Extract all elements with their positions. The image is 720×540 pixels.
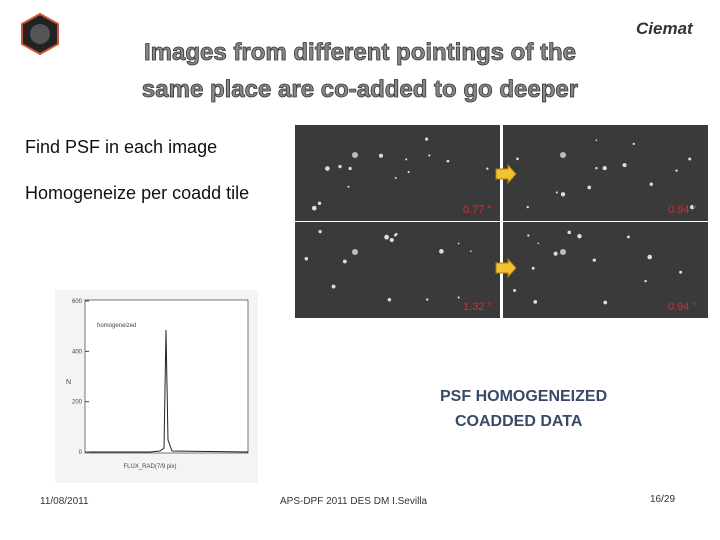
star xyxy=(304,257,309,261)
star xyxy=(378,153,384,158)
star xyxy=(352,152,358,158)
star xyxy=(428,154,431,157)
star xyxy=(567,230,572,235)
star xyxy=(325,166,330,171)
caption: PSF HOMOGENEIZED xyxy=(440,388,607,405)
star xyxy=(602,165,607,171)
des-logo xyxy=(21,12,59,56)
star xyxy=(560,249,566,255)
star xyxy=(560,192,566,197)
star xyxy=(626,235,630,239)
seeing-label: 0.94 ” xyxy=(668,301,696,313)
star xyxy=(425,137,429,141)
bullet: Find PSF in each image xyxy=(25,137,217,157)
bullet: Homogeneize per coadd tile xyxy=(25,183,249,203)
star xyxy=(632,142,635,146)
star xyxy=(675,169,678,172)
star xyxy=(560,152,566,158)
star xyxy=(407,170,410,174)
star xyxy=(393,233,397,237)
star xyxy=(592,258,596,262)
star xyxy=(603,300,608,305)
star xyxy=(318,230,322,234)
title-line: Images from different pointings of the xyxy=(144,39,576,66)
star xyxy=(348,166,352,171)
star xyxy=(587,185,592,190)
psf-plot: homogeneized N FLUX_RAD(7/9 pix) 0 200 400… xyxy=(55,290,258,483)
star xyxy=(622,163,627,168)
star xyxy=(516,157,519,161)
title-line: same place are co-added to go deeper xyxy=(142,76,578,103)
star xyxy=(647,254,652,260)
caption: COADDED DATA xyxy=(455,413,583,430)
star xyxy=(644,279,647,283)
star xyxy=(352,249,358,255)
star xyxy=(553,251,558,256)
star xyxy=(595,166,598,170)
seeing-label: 0.77 ” xyxy=(463,204,491,216)
star-field xyxy=(295,222,500,318)
ciemat-logo: Ciemat xyxy=(636,19,694,38)
star xyxy=(537,242,540,244)
image-grid: 0.77 ” 0.94 ” 1.32 ” 0.94 ” xyxy=(295,125,708,318)
star xyxy=(311,205,317,211)
star xyxy=(688,157,692,161)
star xyxy=(469,250,472,252)
star xyxy=(526,205,529,209)
plot-area xyxy=(84,299,249,454)
seeing-label: 1.32 ” xyxy=(463,301,491,313)
star xyxy=(486,167,489,170)
arrow xyxy=(495,257,517,279)
histogram-line xyxy=(85,329,249,453)
star xyxy=(446,159,450,163)
footer-date: 11/08/2011 xyxy=(40,496,89,507)
star xyxy=(405,158,408,161)
y-tick-label: 200 xyxy=(72,400,83,406)
star xyxy=(347,185,350,188)
star xyxy=(531,266,535,270)
star xyxy=(527,234,530,237)
star xyxy=(595,139,598,142)
star xyxy=(457,296,460,299)
y-tick-label: 600 xyxy=(72,299,83,305)
star xyxy=(384,234,389,240)
seeing-label: 0.94 ” xyxy=(668,204,696,216)
footer-page: 16/29 xyxy=(650,494,675,505)
star xyxy=(649,182,653,186)
arrow xyxy=(495,163,517,185)
star xyxy=(342,259,347,264)
star xyxy=(457,242,460,245)
y-tick-label: 400 xyxy=(72,349,83,355)
star xyxy=(425,298,429,301)
plot-legend: homogeneized xyxy=(97,323,136,329)
star xyxy=(533,300,538,304)
star xyxy=(577,233,582,239)
footer-event: APS-DPF 2011 DES DM I.Sevilla xyxy=(280,496,428,507)
star xyxy=(389,237,394,243)
x-axis-label: FLUX_RAD(7/9 pix) xyxy=(123,464,176,470)
star xyxy=(689,204,695,210)
star xyxy=(555,191,558,194)
star xyxy=(387,298,392,302)
star xyxy=(513,288,517,293)
star-field xyxy=(503,125,708,221)
star xyxy=(679,270,683,274)
star xyxy=(394,176,397,179)
y-axis-label: N xyxy=(66,379,71,386)
star xyxy=(317,201,322,206)
star xyxy=(331,284,336,289)
y-tick-label: 0 xyxy=(79,450,83,456)
star xyxy=(338,164,342,169)
star-field xyxy=(295,125,500,221)
star xyxy=(439,249,444,254)
